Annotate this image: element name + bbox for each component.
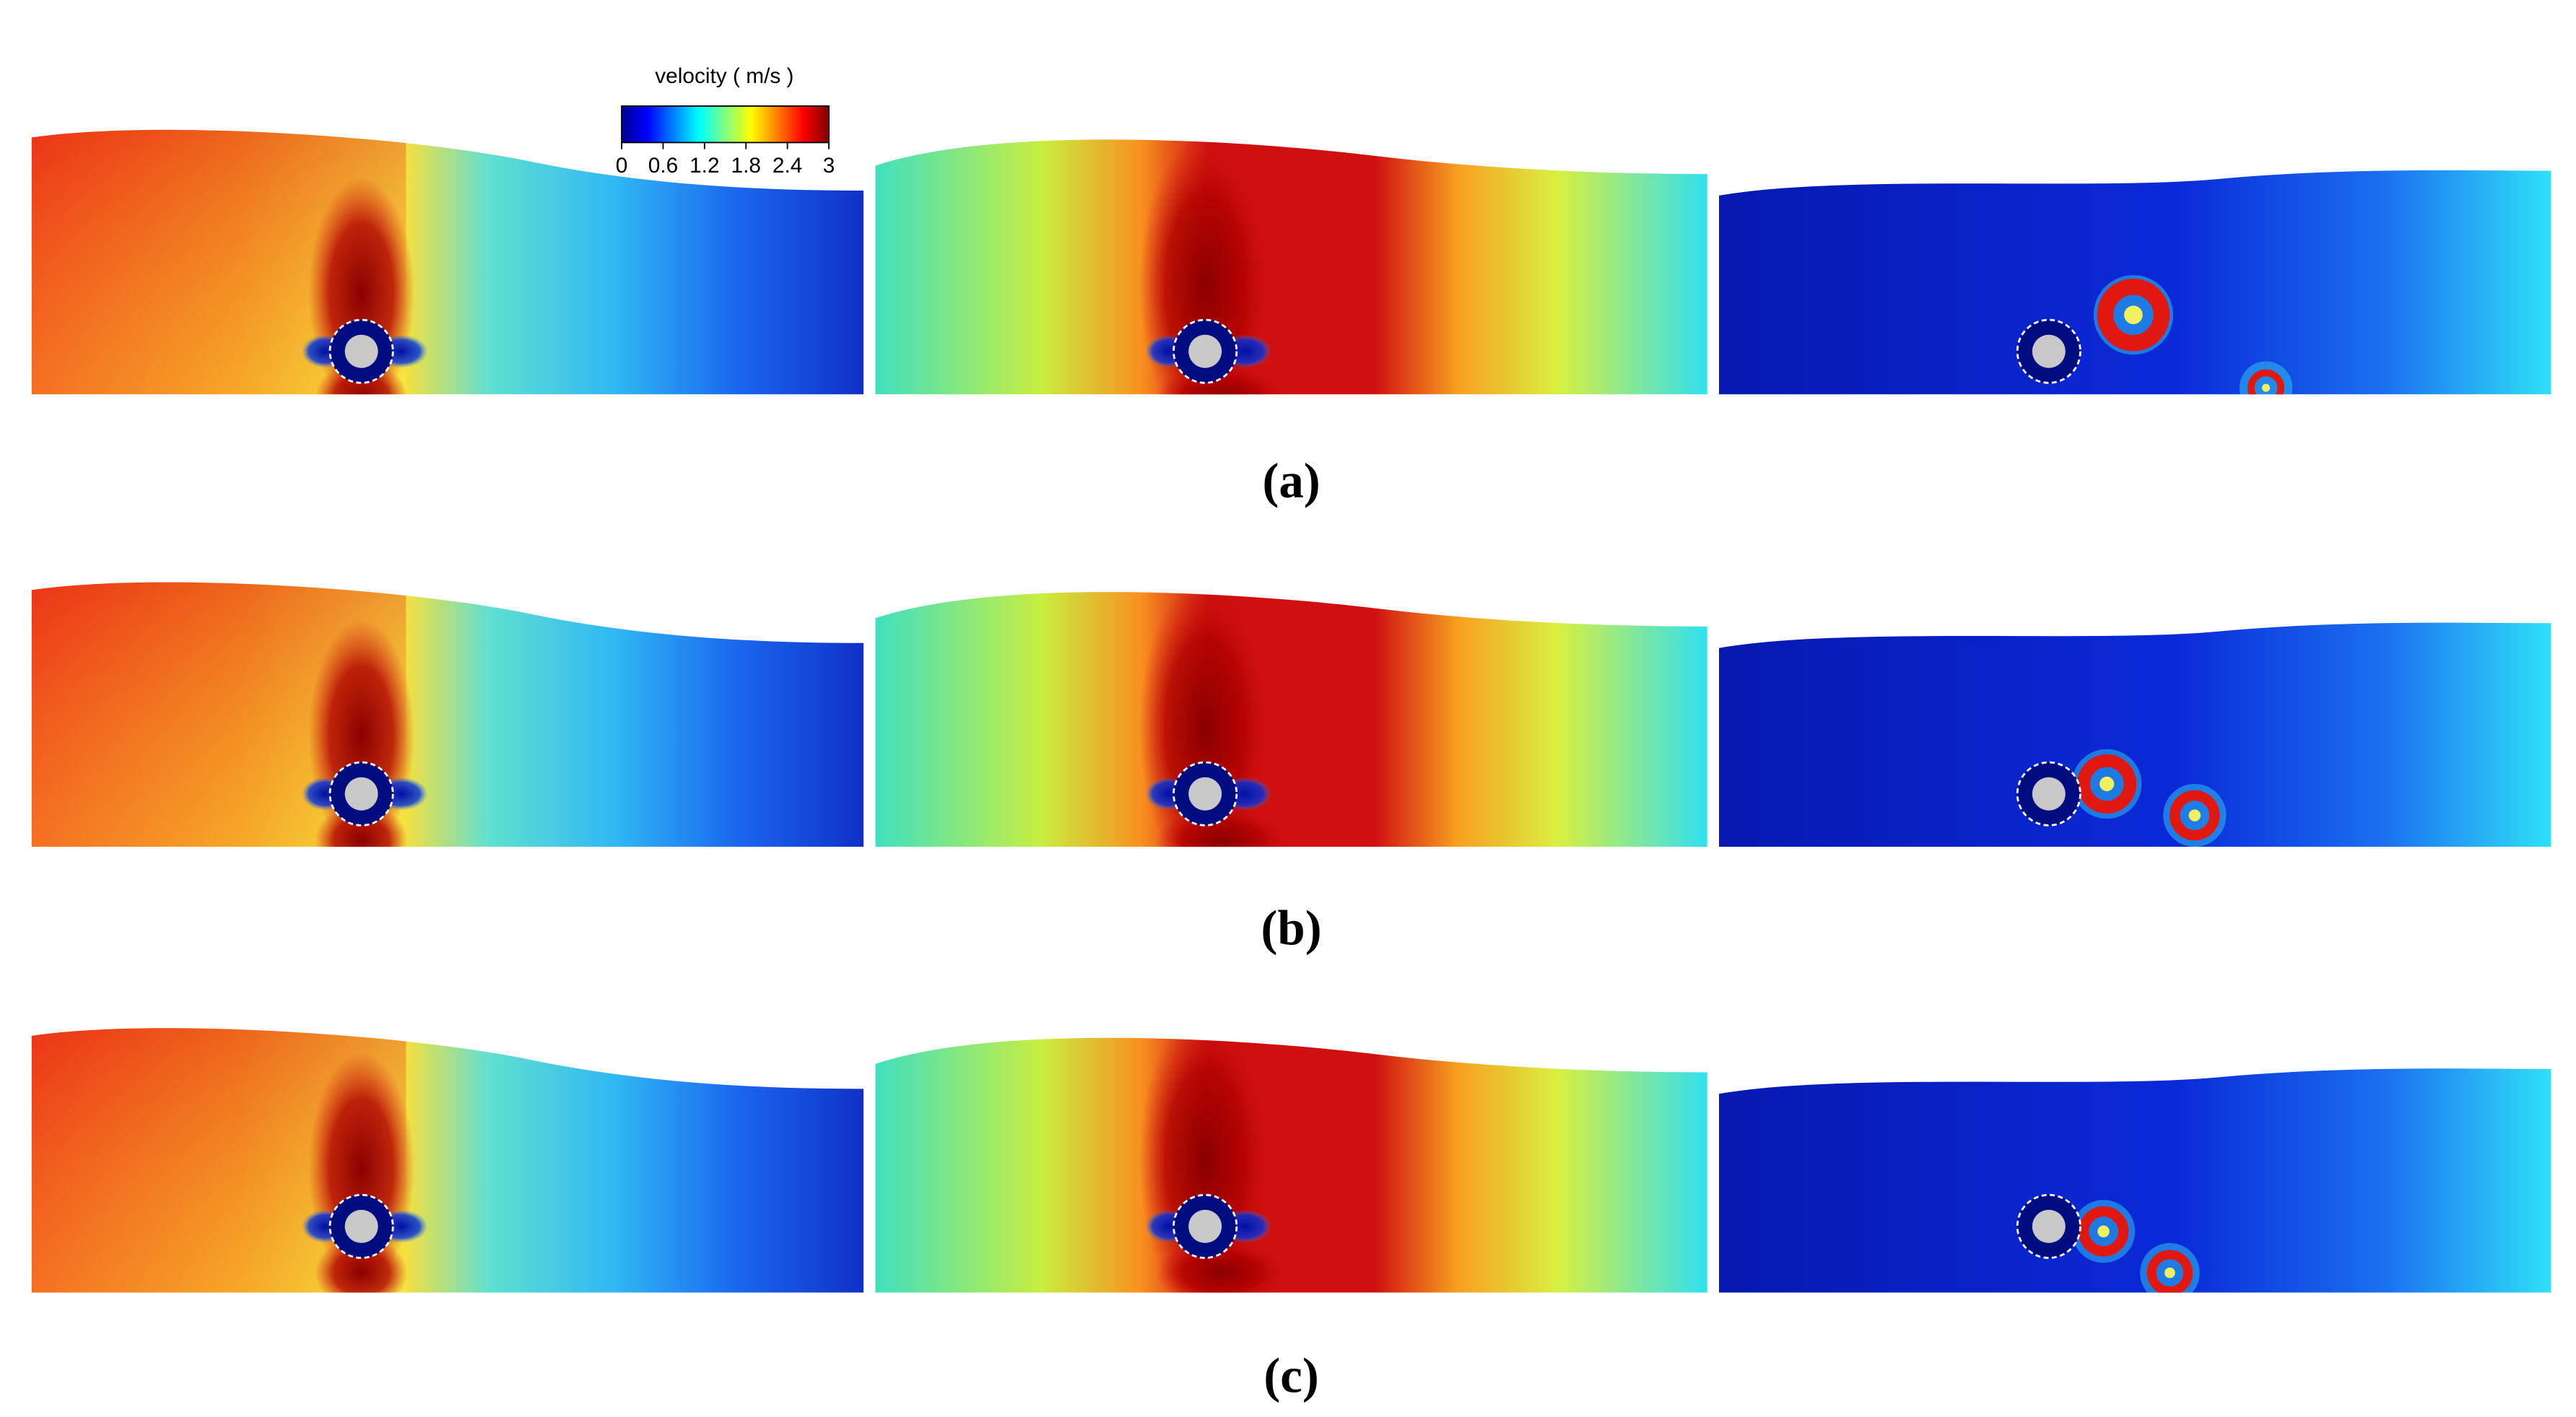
- contour-panel: [31, 1028, 864, 1293]
- vortex: [2078, 1206, 2129, 1257]
- panel-label: (a): [1262, 453, 1320, 508]
- colorbar-tick-label: 1.2: [689, 154, 719, 178]
- colorbar-title: velocity ( m/s ): [655, 64, 793, 88]
- cylinder-boundary: [328, 1193, 394, 1259]
- colorbar-tick-label: 2.4: [773, 154, 802, 178]
- vortex-core: [2188, 809, 2201, 821]
- colorbar-tick-label: 3: [823, 154, 835, 178]
- cylinder-boundary: [2016, 318, 2081, 384]
- high-velocity-zone: [1155, 365, 1288, 395]
- vortex: [2097, 278, 2170, 352]
- vortex-core: [2124, 305, 2143, 325]
- cylinder: [344, 1210, 378, 1243]
- field: [875, 139, 1707, 395]
- colorbar: velocity ( m/s ) 0 0.6 1.2 1.8 2.4 3: [616, 64, 835, 178]
- contour-panel: [875, 139, 1707, 395]
- cylinder: [2032, 334, 2066, 368]
- contour-panel: [875, 592, 1707, 847]
- cylinder: [2032, 1210, 2066, 1243]
- vortex: [2170, 790, 2220, 841]
- contour-panel: [875, 1037, 1707, 1293]
- high-velocity-zone: [1155, 1239, 1288, 1293]
- high-velocity-zone: [315, 361, 408, 395]
- cylinder: [1188, 1210, 1222, 1243]
- cylinder: [1188, 777, 1222, 811]
- vortex-core: [2099, 776, 2115, 792]
- vortex: [2077, 754, 2137, 814]
- panel-label: (b): [1261, 901, 1322, 956]
- panel-label: (c): [1263, 1348, 1318, 1403]
- field: [1718, 622, 2551, 847]
- contour-panels: (a) (b) (c): [31, 129, 2551, 1403]
- high-velocity-zone: [1155, 807, 1288, 847]
- field: [875, 1037, 1707, 1293]
- cylinder: [2032, 777, 2066, 811]
- field: [1718, 1068, 2551, 1293]
- contour-panel: [1718, 622, 2551, 847]
- vortex-core: [2097, 1225, 2110, 1238]
- cylinder-boundary: [1172, 1193, 1238, 1259]
- cylinder-boundary: [2016, 1193, 2081, 1259]
- field: [875, 592, 1707, 847]
- contour-panel: [1718, 1068, 2551, 1293]
- cylinder-boundary: [1172, 318, 1238, 384]
- field: [1718, 170, 2551, 395]
- vortex: [2248, 369, 2285, 395]
- colorbar-scale: [621, 105, 830, 144]
- cylinder: [344, 777, 378, 811]
- cylinder: [344, 334, 378, 368]
- vortex-core: [2164, 1267, 2175, 1278]
- high-velocity-zone: [315, 803, 408, 847]
- vortex-core: [2262, 383, 2271, 392]
- high-velocity-zone: [315, 1236, 408, 1293]
- colorbar-tick-label: 0.6: [648, 154, 678, 178]
- contour-panel: [1718, 170, 2551, 395]
- vortex: [2146, 1250, 2193, 1293]
- colorbar-tick-label: 0: [616, 154, 628, 178]
- cylinder: [1188, 334, 1222, 368]
- cylinder-boundary: [328, 318, 394, 384]
- contour-panel: [31, 582, 864, 847]
- colorbar-tick-label: 1.8: [731, 154, 761, 178]
